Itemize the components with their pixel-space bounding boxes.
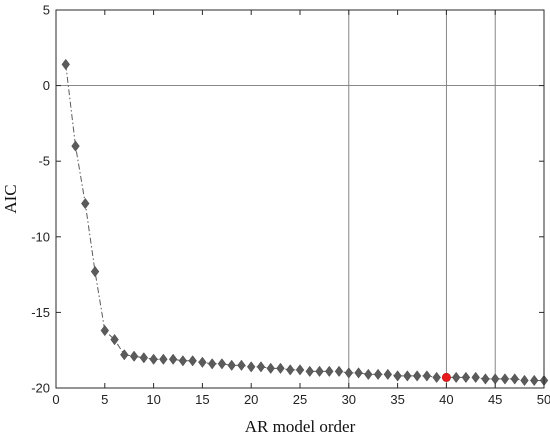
data-point (364, 368, 373, 381)
data-point (178, 355, 188, 367)
data-point (295, 364, 305, 376)
data-point (393, 370, 402, 382)
y-tick-label: -5 (38, 154, 50, 169)
data-point (403, 370, 412, 382)
axes (55, 9, 545, 389)
data-point (481, 373, 490, 385)
data-markers (61, 58, 549, 387)
data-point (90, 265, 100, 278)
data-point (432, 371, 441, 384)
x-tick-label: 20 (244, 392, 258, 407)
y-tick-label: 0 (43, 78, 50, 93)
y-tick-label: -15 (31, 305, 50, 320)
y-tick-label: 5 (43, 3, 50, 18)
data-point (168, 353, 178, 365)
x-tick-label: 40 (439, 392, 453, 407)
data-point (412, 370, 422, 382)
data-point (256, 361, 266, 373)
x-tick-label: 30 (342, 392, 356, 407)
data-point (510, 373, 519, 385)
data-point (61, 58, 70, 71)
data-point (227, 359, 236, 371)
data-point (334, 365, 344, 377)
data-point (471, 371, 480, 384)
data-point (530, 374, 539, 387)
data-point (305, 365, 314, 377)
plot-frame (55, 9, 545, 389)
y-tick-label: -20 (31, 381, 50, 396)
x-tick-label: 0 (52, 392, 59, 407)
data-point (286, 364, 295, 376)
data-point (276, 362, 285, 374)
y-tick-label: -10 (31, 229, 50, 244)
data-point (315, 365, 324, 377)
x-tick-label: 10 (146, 392, 160, 407)
data-point (451, 371, 461, 384)
reference-lines (56, 10, 544, 388)
x-axis-label: AR model order (245, 417, 356, 436)
data-point (139, 352, 149, 364)
data-point (81, 197, 90, 210)
x-tick-label: 35 (390, 392, 404, 407)
data-point (422, 370, 432, 382)
x-tick-label: 5 (101, 392, 108, 407)
data-point (383, 368, 393, 381)
x-tick-label: 50 (537, 392, 550, 407)
data-point (217, 358, 227, 370)
data-point (188, 355, 197, 367)
x-tick-label: 45 (488, 392, 502, 407)
series-line-group (65, 64, 544, 381)
data-point (354, 367, 363, 379)
data-point (325, 365, 334, 377)
series-line (65, 64, 544, 381)
data-point (100, 324, 110, 337)
x-tick-label: 25 (293, 392, 307, 407)
data-point (149, 353, 158, 365)
data-point (266, 362, 275, 374)
data-point (129, 350, 139, 362)
data-point (110, 333, 119, 346)
data-point (246, 361, 256, 373)
data-point (159, 353, 168, 365)
data-point (461, 371, 471, 384)
data-point (490, 373, 500, 385)
data-point (373, 368, 383, 381)
data-point (520, 374, 529, 387)
data-point (71, 140, 80, 152)
y-axis-label: AIC (1, 184, 20, 213)
data-point (344, 367, 354, 379)
data-point (237, 359, 246, 371)
x-tick-label: 15 (195, 392, 209, 407)
data-point (500, 373, 510, 385)
data-point (207, 358, 217, 370)
data-point-highlight (441, 372, 451, 382)
data-point (198, 356, 207, 368)
data-point (120, 349, 129, 361)
